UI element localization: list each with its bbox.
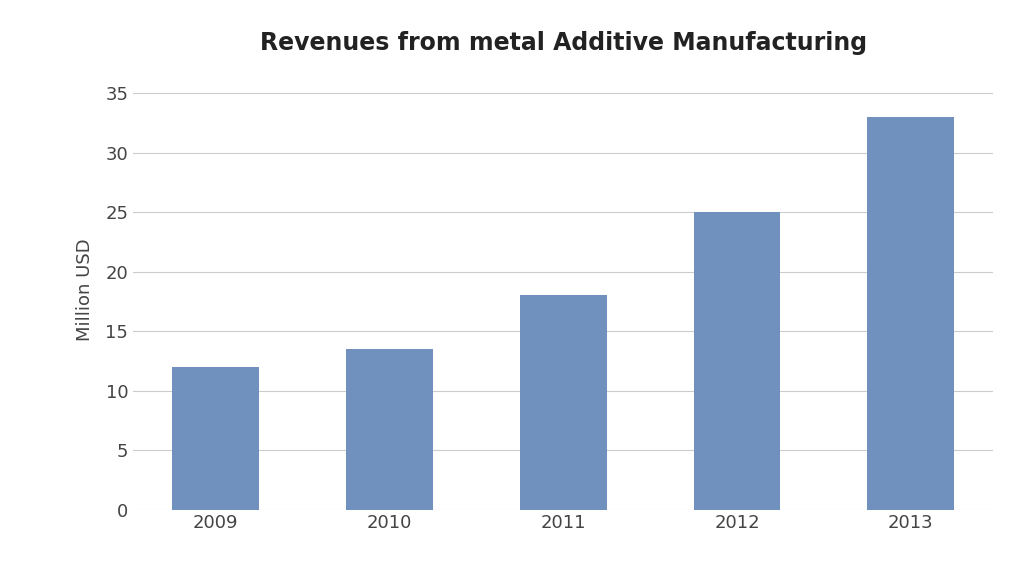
Bar [172,367,259,510]
Bar [520,295,606,510]
Bar [693,212,780,510]
Y-axis label: Million USD: Million USD [76,238,94,341]
Title: Revenues from metal Additive Manufacturing: Revenues from metal Additive Manufacturi… [260,31,866,55]
Bar [867,117,954,510]
Bar [346,349,433,510]
